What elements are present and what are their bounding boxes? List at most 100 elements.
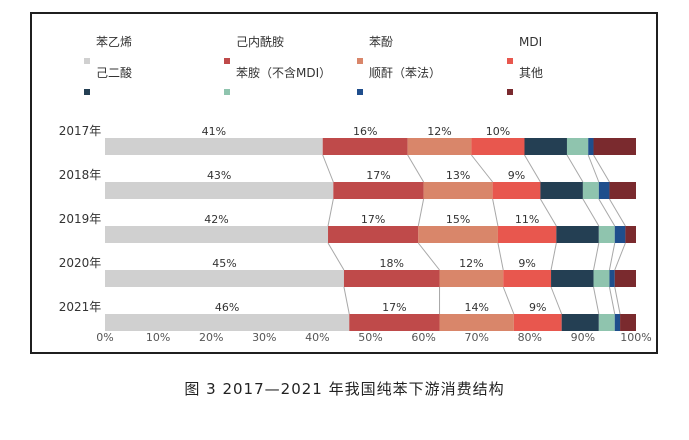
x-tick-label: 30% xyxy=(252,331,276,344)
legend-label: 己内酰胺 xyxy=(236,35,284,49)
bar-segment xyxy=(540,182,583,199)
data-label: 17% xyxy=(366,169,390,182)
legend-marker xyxy=(84,89,90,95)
bar-segment xyxy=(556,226,599,243)
bar-segment xyxy=(105,270,344,287)
bar-segment xyxy=(497,226,557,243)
bar-segment xyxy=(614,270,636,287)
bar-segment xyxy=(322,138,408,155)
legend-label: 苯乙烯 xyxy=(96,35,132,49)
bar-segment xyxy=(513,314,562,331)
bar-segment xyxy=(328,226,419,243)
data-label: 13% xyxy=(446,169,470,182)
category-label: 2017年 xyxy=(59,124,102,138)
x-tick-label: 20% xyxy=(199,331,223,344)
legend-marker xyxy=(507,89,513,95)
data-label: 11% xyxy=(515,213,539,226)
x-tick-label: 90% xyxy=(571,331,595,344)
bar-segment xyxy=(407,138,472,155)
stacked-bar-chart: 苯乙烯 己内酰胺 苯酚 MDI 己二酸 苯胺（不含MDI） 顺酐（苯法） 其他 2017年 41%… xyxy=(59,35,652,344)
bar-segment xyxy=(439,270,504,287)
legend-marker xyxy=(84,58,90,64)
x-tick-label: 60% xyxy=(411,331,435,344)
bar-segment xyxy=(503,270,552,287)
series-connector-line xyxy=(524,154,541,183)
bar-segment xyxy=(598,314,615,331)
bar-segment xyxy=(566,138,589,155)
series-connector-line xyxy=(322,154,334,183)
category-label: 2018年 xyxy=(59,168,102,182)
x-tick-label: 10% xyxy=(146,331,170,344)
data-label: 45% xyxy=(212,257,236,270)
chart-frame: 苯乙烯 己内酰胺 苯酚 MDI 己二酸 苯胺（不含MDI） 顺酐（苯法） 其他 2017年 41%… xyxy=(30,12,658,354)
series-connector-line xyxy=(327,198,334,227)
data-label: 15% xyxy=(446,213,470,226)
data-label: 17% xyxy=(382,301,406,314)
data-label: 9% xyxy=(529,301,546,314)
bar-segment xyxy=(614,226,626,243)
data-label: 17% xyxy=(361,213,385,226)
legend-label: 苯胺（不含MDI） xyxy=(236,65,331,80)
legend-label: 己二酸 xyxy=(96,65,132,80)
series-connector-line xyxy=(587,154,600,183)
data-label: 12% xyxy=(459,257,483,270)
category-label: 2019年 xyxy=(59,212,102,226)
bar-segment xyxy=(105,314,350,331)
series-connector-line xyxy=(593,242,600,271)
series-connector-line xyxy=(608,286,616,315)
bar-segment xyxy=(418,226,498,243)
series-connector-line xyxy=(593,154,610,183)
bar-segment xyxy=(598,226,615,243)
category-label: 2021年 xyxy=(59,300,102,314)
series-connector-line xyxy=(614,242,626,271)
bar-segment xyxy=(620,314,636,331)
series-connector-line xyxy=(492,198,499,227)
figure-caption: 图 3 2017—2021 年我国纯苯下游消费结构 xyxy=(184,380,505,398)
series-connector-line xyxy=(343,286,350,315)
legend-marker xyxy=(224,89,230,95)
bar-segment xyxy=(598,182,610,199)
series-connector-line xyxy=(598,198,616,227)
x-tick-label: 100% xyxy=(620,331,651,344)
bar-segment xyxy=(524,138,567,155)
legend-label: MDI xyxy=(519,35,542,49)
bar-segment xyxy=(561,314,599,331)
series-connector-line xyxy=(497,242,504,271)
bar-segment xyxy=(105,182,334,199)
series-connector-line xyxy=(593,286,600,315)
bar-segment xyxy=(609,270,615,287)
bar-segment xyxy=(333,182,424,199)
x-tick-label: 70% xyxy=(464,331,488,344)
series-connector-line xyxy=(327,242,345,271)
series-connector-line xyxy=(417,198,425,227)
legend-marker xyxy=(224,58,230,64)
bar-segment xyxy=(582,182,599,199)
series-connector-line xyxy=(614,286,621,315)
data-label: 42% xyxy=(204,213,228,226)
legend-label: 苯酚 xyxy=(369,35,393,49)
data-label: 16% xyxy=(353,125,377,138)
legend-marker xyxy=(507,58,513,64)
bar-segment xyxy=(588,138,594,155)
bar-segment xyxy=(609,182,636,199)
series-connector-line xyxy=(608,242,616,271)
x-tick-label: 80% xyxy=(518,331,542,344)
data-label: 18% xyxy=(380,257,404,270)
legend-marker xyxy=(357,58,363,64)
series-connector-line xyxy=(582,198,600,227)
data-label: 41% xyxy=(202,125,226,138)
legend-marker xyxy=(357,89,363,95)
series-connector-line xyxy=(550,286,563,315)
series-connector-line xyxy=(566,154,584,183)
bar-segment xyxy=(593,270,610,287)
series-connector-line xyxy=(417,242,440,271)
series-connector-line xyxy=(539,198,557,227)
data-label: 9% xyxy=(518,257,535,270)
data-label: 12% xyxy=(427,125,451,138)
x-tick-label: 40% xyxy=(305,331,329,344)
bar-segment xyxy=(614,314,621,331)
legend-label: 顺酐（苯法） xyxy=(369,66,441,80)
bar-segment xyxy=(593,138,636,155)
bar-segment xyxy=(492,182,541,199)
series-connector-line xyxy=(550,242,557,271)
